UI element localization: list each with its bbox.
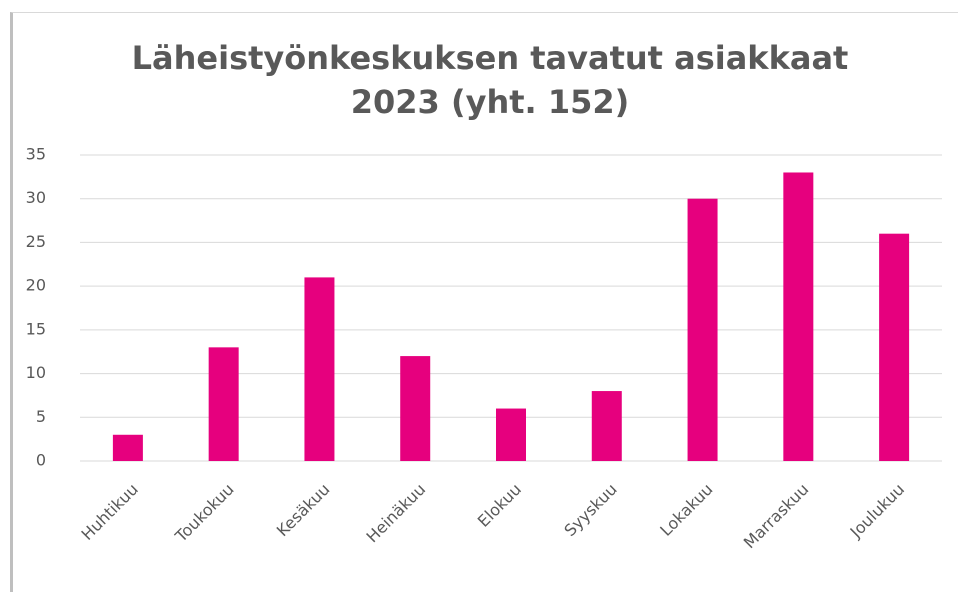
y-tick-label: 10 xyxy=(26,363,46,382)
chart-frame xyxy=(10,12,958,592)
bar xyxy=(400,356,431,461)
bar xyxy=(783,172,814,461)
bar xyxy=(208,347,239,461)
bar xyxy=(591,391,622,461)
x-tick-label: Syyskuu xyxy=(560,480,620,540)
x-tick-label: Elokuu xyxy=(474,480,525,531)
y-tick-label: 35 xyxy=(26,145,46,164)
x-tick-label: Toukokuu xyxy=(171,480,238,547)
bar xyxy=(687,198,718,461)
x-tick-label: Marraskuu xyxy=(740,480,813,553)
x-tick-label: Heinäkuu xyxy=(363,480,430,547)
bar xyxy=(496,408,526,461)
bar xyxy=(304,277,335,461)
y-tick-label: 5 xyxy=(36,407,46,426)
bar xyxy=(112,434,143,461)
chart-title: Läheistyönkeskuksen tavatut asiakkaat 20… xyxy=(131,39,849,121)
y-tick-label: 0 xyxy=(36,451,46,470)
y-tick-label: 15 xyxy=(26,319,46,338)
x-tick-label: Lokakuu xyxy=(656,480,716,540)
bar xyxy=(879,233,910,461)
y-tick-label: 30 xyxy=(26,188,46,207)
x-tick-label: Huhtikuu xyxy=(77,480,141,544)
y-tick-label: 25 xyxy=(26,232,46,251)
x-tick-label: Kesäkuu xyxy=(273,480,334,541)
x-tick-label: Joulukuu xyxy=(846,480,908,542)
y-tick-label: 20 xyxy=(26,276,46,295)
